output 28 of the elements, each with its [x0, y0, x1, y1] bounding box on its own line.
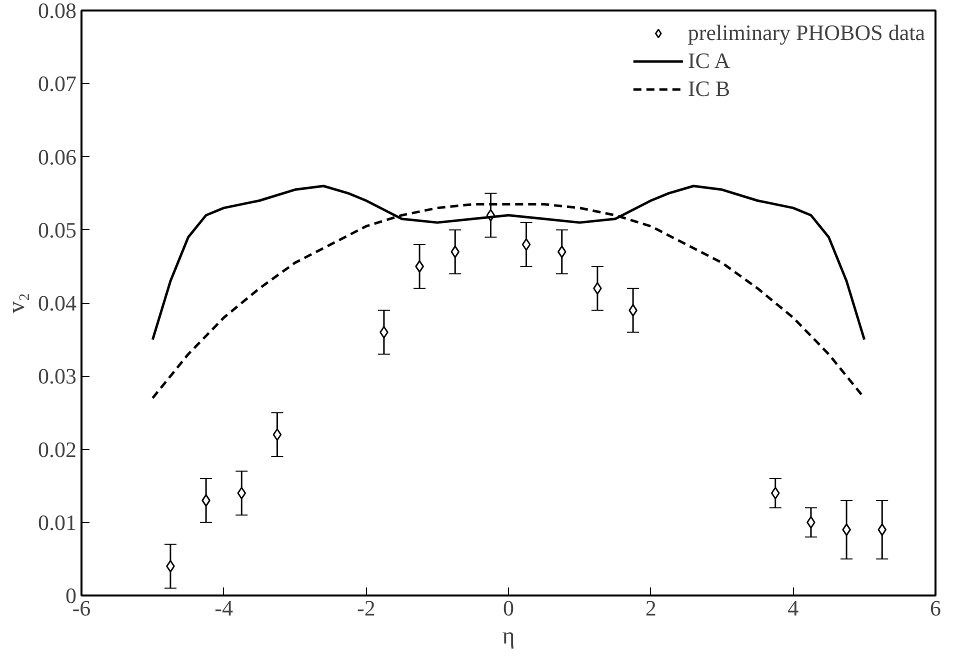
point	[557, 246, 566, 258]
y-axis-title: v₂	[4, 292, 30, 314]
x-tick-label: 0	[503, 596, 514, 620]
y-tick-label: 0.05	[38, 217, 76, 242]
y-tick-label: 0.02	[38, 436, 76, 462]
point	[380, 326, 388, 338]
x-tick-label: 6	[930, 596, 941, 620]
legend-label: preliminary PHOBOS data	[688, 20, 925, 46]
point	[522, 238, 531, 251]
y-tick-label: 0.08	[38, 0, 76, 23]
x-tick-label: 4	[788, 596, 799, 620]
point	[272, 428, 282, 441]
x-tick-label: -2	[357, 596, 376, 620]
y-tick-label: 0.07	[38, 71, 76, 96]
point	[237, 486, 246, 500]
legend-label: IC B	[688, 76, 730, 102]
y-tick-label: 0.01	[38, 510, 76, 535]
x-tick-label: -4	[214, 596, 233, 620]
point	[770, 486, 780, 500]
y-tick-label: 0.04	[38, 290, 76, 316]
point	[166, 560, 175, 572]
y-tick-label: 0.06	[38, 144, 76, 170]
y-tick-label: 0.03	[38, 364, 76, 389]
legend-label: IC A	[688, 48, 730, 74]
x-tick-label: 2	[645, 596, 656, 620]
point	[450, 246, 460, 258]
x-axis-title: η	[502, 624, 515, 650]
point	[878, 523, 887, 536]
